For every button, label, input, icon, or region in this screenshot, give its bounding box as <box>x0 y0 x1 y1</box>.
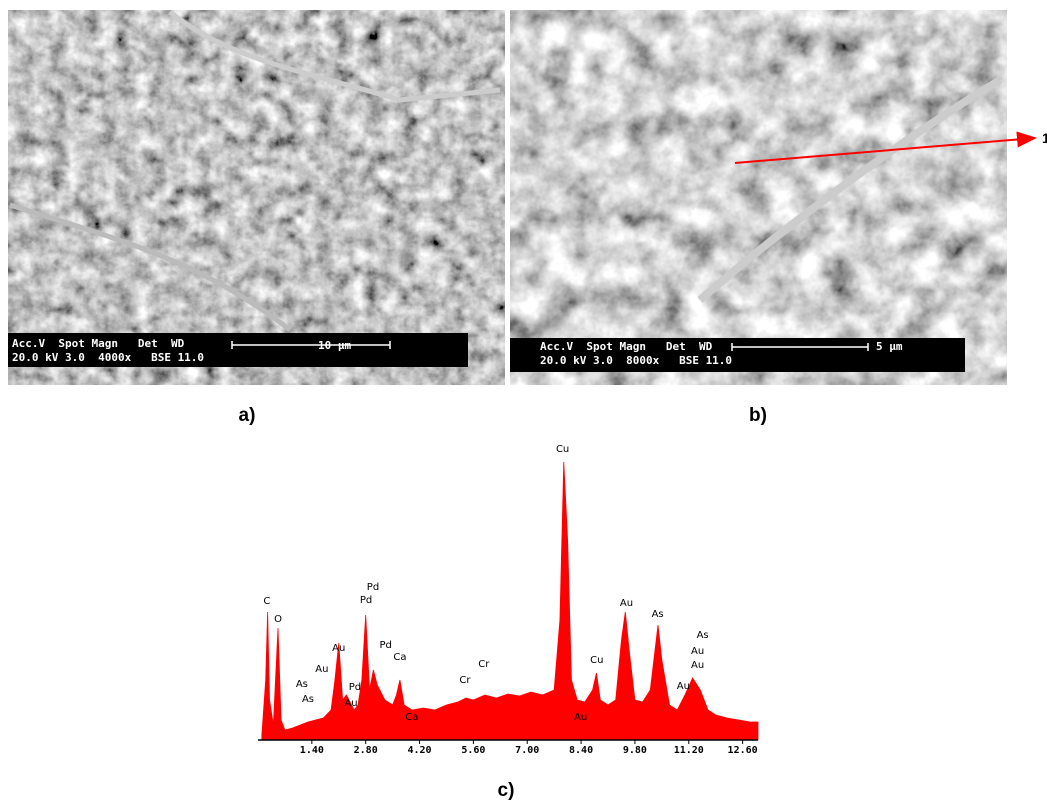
peak-label: Au <box>332 643 345 654</box>
marker-label: 1 <box>1042 130 1047 146</box>
peak-label: Au <box>691 660 704 671</box>
info-header: Acc.V Spot Magn Det WD <box>12 337 185 350</box>
x-tick-label: 4.20 <box>407 745 431 756</box>
peak-label: As <box>652 609 664 620</box>
peak-label: Cu <box>556 444 569 455</box>
panel-label: a) <box>239 405 256 426</box>
peak-label: Cr <box>478 659 490 670</box>
peak-label: Cu <box>590 655 603 666</box>
x-tick-label: 2.80 <box>354 745 378 756</box>
info-bar <box>510 338 965 372</box>
peak-label: Au <box>620 598 633 609</box>
peak-label: C <box>263 596 270 607</box>
fiber <box>9 202 292 332</box>
fiber <box>697 76 1003 304</box>
peak-label: As <box>296 679 308 690</box>
peak-label: Ca <box>405 712 418 723</box>
scale-label: 5 µm <box>876 340 903 353</box>
peak-label: Pd <box>360 595 372 606</box>
sem-texture <box>510 10 1007 385</box>
spectrum-area <box>261 461 759 741</box>
peak-label: O <box>274 614 282 625</box>
eds-spectrum: 1.40 2.80 4.20 5.60 7.00 8.40 9.80 11.20 12.60 CO… <box>258 444 759 756</box>
x-tick-label: 11.20 <box>674 745 704 756</box>
peak-label: Ca <box>393 652 406 663</box>
x-tick-label: 5.60 <box>461 745 485 756</box>
x-tick-label: 9.80 <box>623 745 647 756</box>
info-header: Acc.V Spot Magn Det WD <box>540 340 713 353</box>
info-values: 20.0 kV 3.0 8000x BSE 11.0 <box>540 354 732 367</box>
peak-label: Cr <box>459 675 471 686</box>
peak-label: Au <box>344 698 357 709</box>
peak-label: Au <box>315 664 328 675</box>
scale-bar <box>231 341 391 349</box>
scale-label: 10 µm <box>318 339 351 352</box>
peak-label: As <box>697 630 709 641</box>
peak-label: Pd <box>367 582 379 593</box>
panel-label: b) <box>749 405 767 426</box>
panel-label: c) <box>498 780 515 801</box>
peak-label: Au <box>677 681 690 692</box>
peak-label: Au <box>691 646 704 657</box>
marker-arrow <box>734 131 1037 164</box>
sem-image-a: Acc.V Spot Magn Det WD 20.0 kV 3.0 4000x… <box>8 10 505 385</box>
peak-label: Pd <box>379 640 391 651</box>
info-values: 20.0 kV 3.0 4000x BSE 11.0 <box>12 351 204 364</box>
scale-bar <box>731 343 869 351</box>
x-tick-label: 1.40 <box>300 745 324 756</box>
x-tick-label: 12.60 <box>728 745 758 756</box>
x-tick-label: 8.40 <box>569 745 593 756</box>
peak-label: Au <box>574 712 587 723</box>
fiber <box>168 10 501 103</box>
sem-image-b: Acc.V Spot Magn Det WD 20.0 kV 3.0 8000x… <box>510 10 1007 385</box>
sem-texture <box>8 10 505 385</box>
info-bar <box>8 333 468 367</box>
x-tick-label: 7.00 <box>515 745 539 756</box>
peak-label: As <box>302 694 314 705</box>
peak-label: Pd <box>349 682 361 693</box>
